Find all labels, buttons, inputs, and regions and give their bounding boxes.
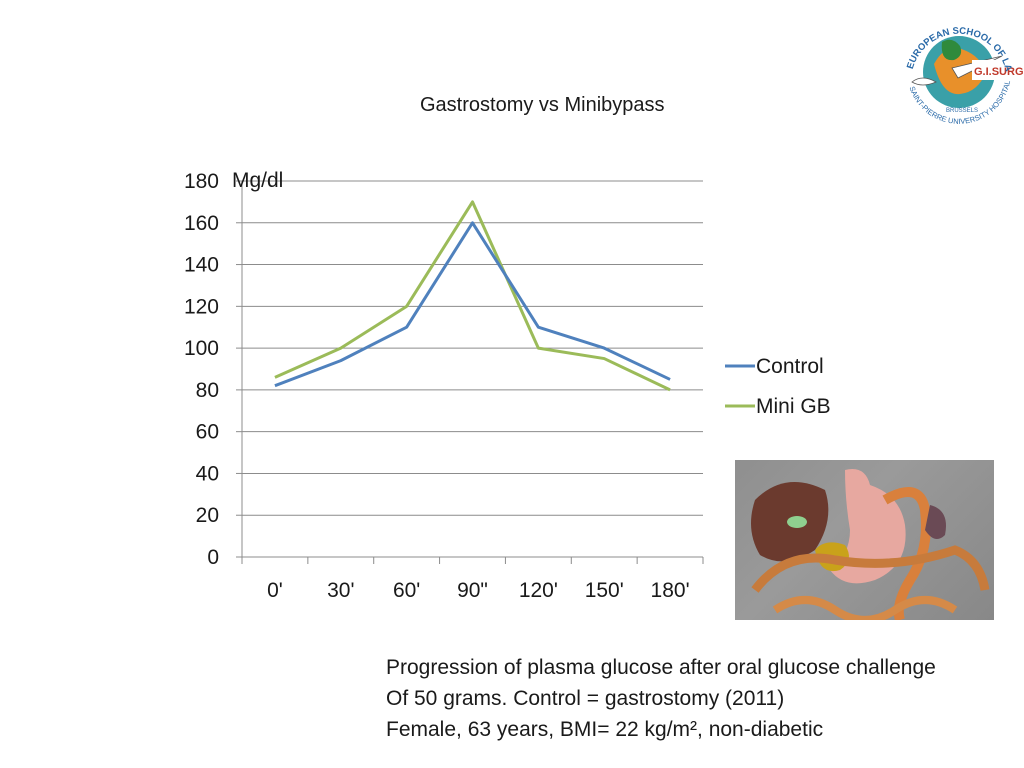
x-tick-label: 60' (393, 579, 420, 602)
series-line-mini-gb (274, 200, 671, 392)
x-tick-label: 90" (457, 579, 488, 602)
legend-label-control: Control (756, 355, 824, 378)
anatomy-illustration (735, 460, 994, 620)
y-tick-label: 160 (184, 212, 219, 235)
x-tick-label: 180' (651, 579, 690, 602)
y-tick-label: 60 (196, 421, 219, 444)
legend-label-mini-gb: Mini GB (756, 395, 831, 418)
chart-caption: Progression of plasma glucose after oral… (386, 652, 936, 745)
caption-line-1: Progression of plasma glucose after oral… (386, 656, 936, 679)
svg-text:BRUSSELS: BRUSSELS (946, 108, 978, 114)
stomach-intestine-image (751, 469, 990, 620)
gridlines (236, 180, 703, 558)
x-tick-label: 30' (327, 579, 354, 602)
y-tick-label: 100 (184, 337, 219, 360)
y-axis-label: Mg/dl (232, 169, 283, 192)
series-lines (274, 200, 671, 392)
caption-line-3: Female, 63 years, BMI= 22 kg/m², non-dia… (386, 718, 824, 741)
y-tick-labels: 0 20 40 60 80 100 120 140 160 180 (184, 170, 219, 569)
chart-title: Gastrostomy vs Minibypass (420, 94, 665, 116)
x-tick-label: 0' (267, 579, 283, 602)
x-tick-label: 150' (585, 579, 624, 602)
y-tick-label: 20 (196, 504, 219, 527)
svg-text:G.I.SURGERY: G.I.SURGERY (974, 66, 1024, 78)
x-tick-labels: 0' 30' 60' 90" 120' 150' 180' (267, 579, 690, 602)
x-tick-label: 120' (519, 579, 558, 602)
legend: Control Mini GB (725, 355, 831, 418)
y-tick-label: 0 (207, 546, 219, 569)
y-tick-label: 120 (184, 295, 219, 318)
axes (241, 181, 704, 564)
y-tick-label: 140 (184, 254, 219, 277)
european-school-logo: G.I.SURGERY EUROPEAN SCHOOL OF LAPAROSCO… (894, 2, 1024, 126)
glucose-line-chart: 0 20 40 60 80 100 120 140 160 180 0' 30' 60' 90" 120'… (184, 169, 831, 602)
y-tick-label: 180 (184, 170, 219, 193)
caption-line-2: Of 50 grams. Control = gastrostomy (2011… (386, 687, 785, 710)
series-line-control (274, 221, 671, 388)
y-tick-label: 40 (196, 462, 219, 485)
y-tick-label: 80 (196, 379, 219, 402)
